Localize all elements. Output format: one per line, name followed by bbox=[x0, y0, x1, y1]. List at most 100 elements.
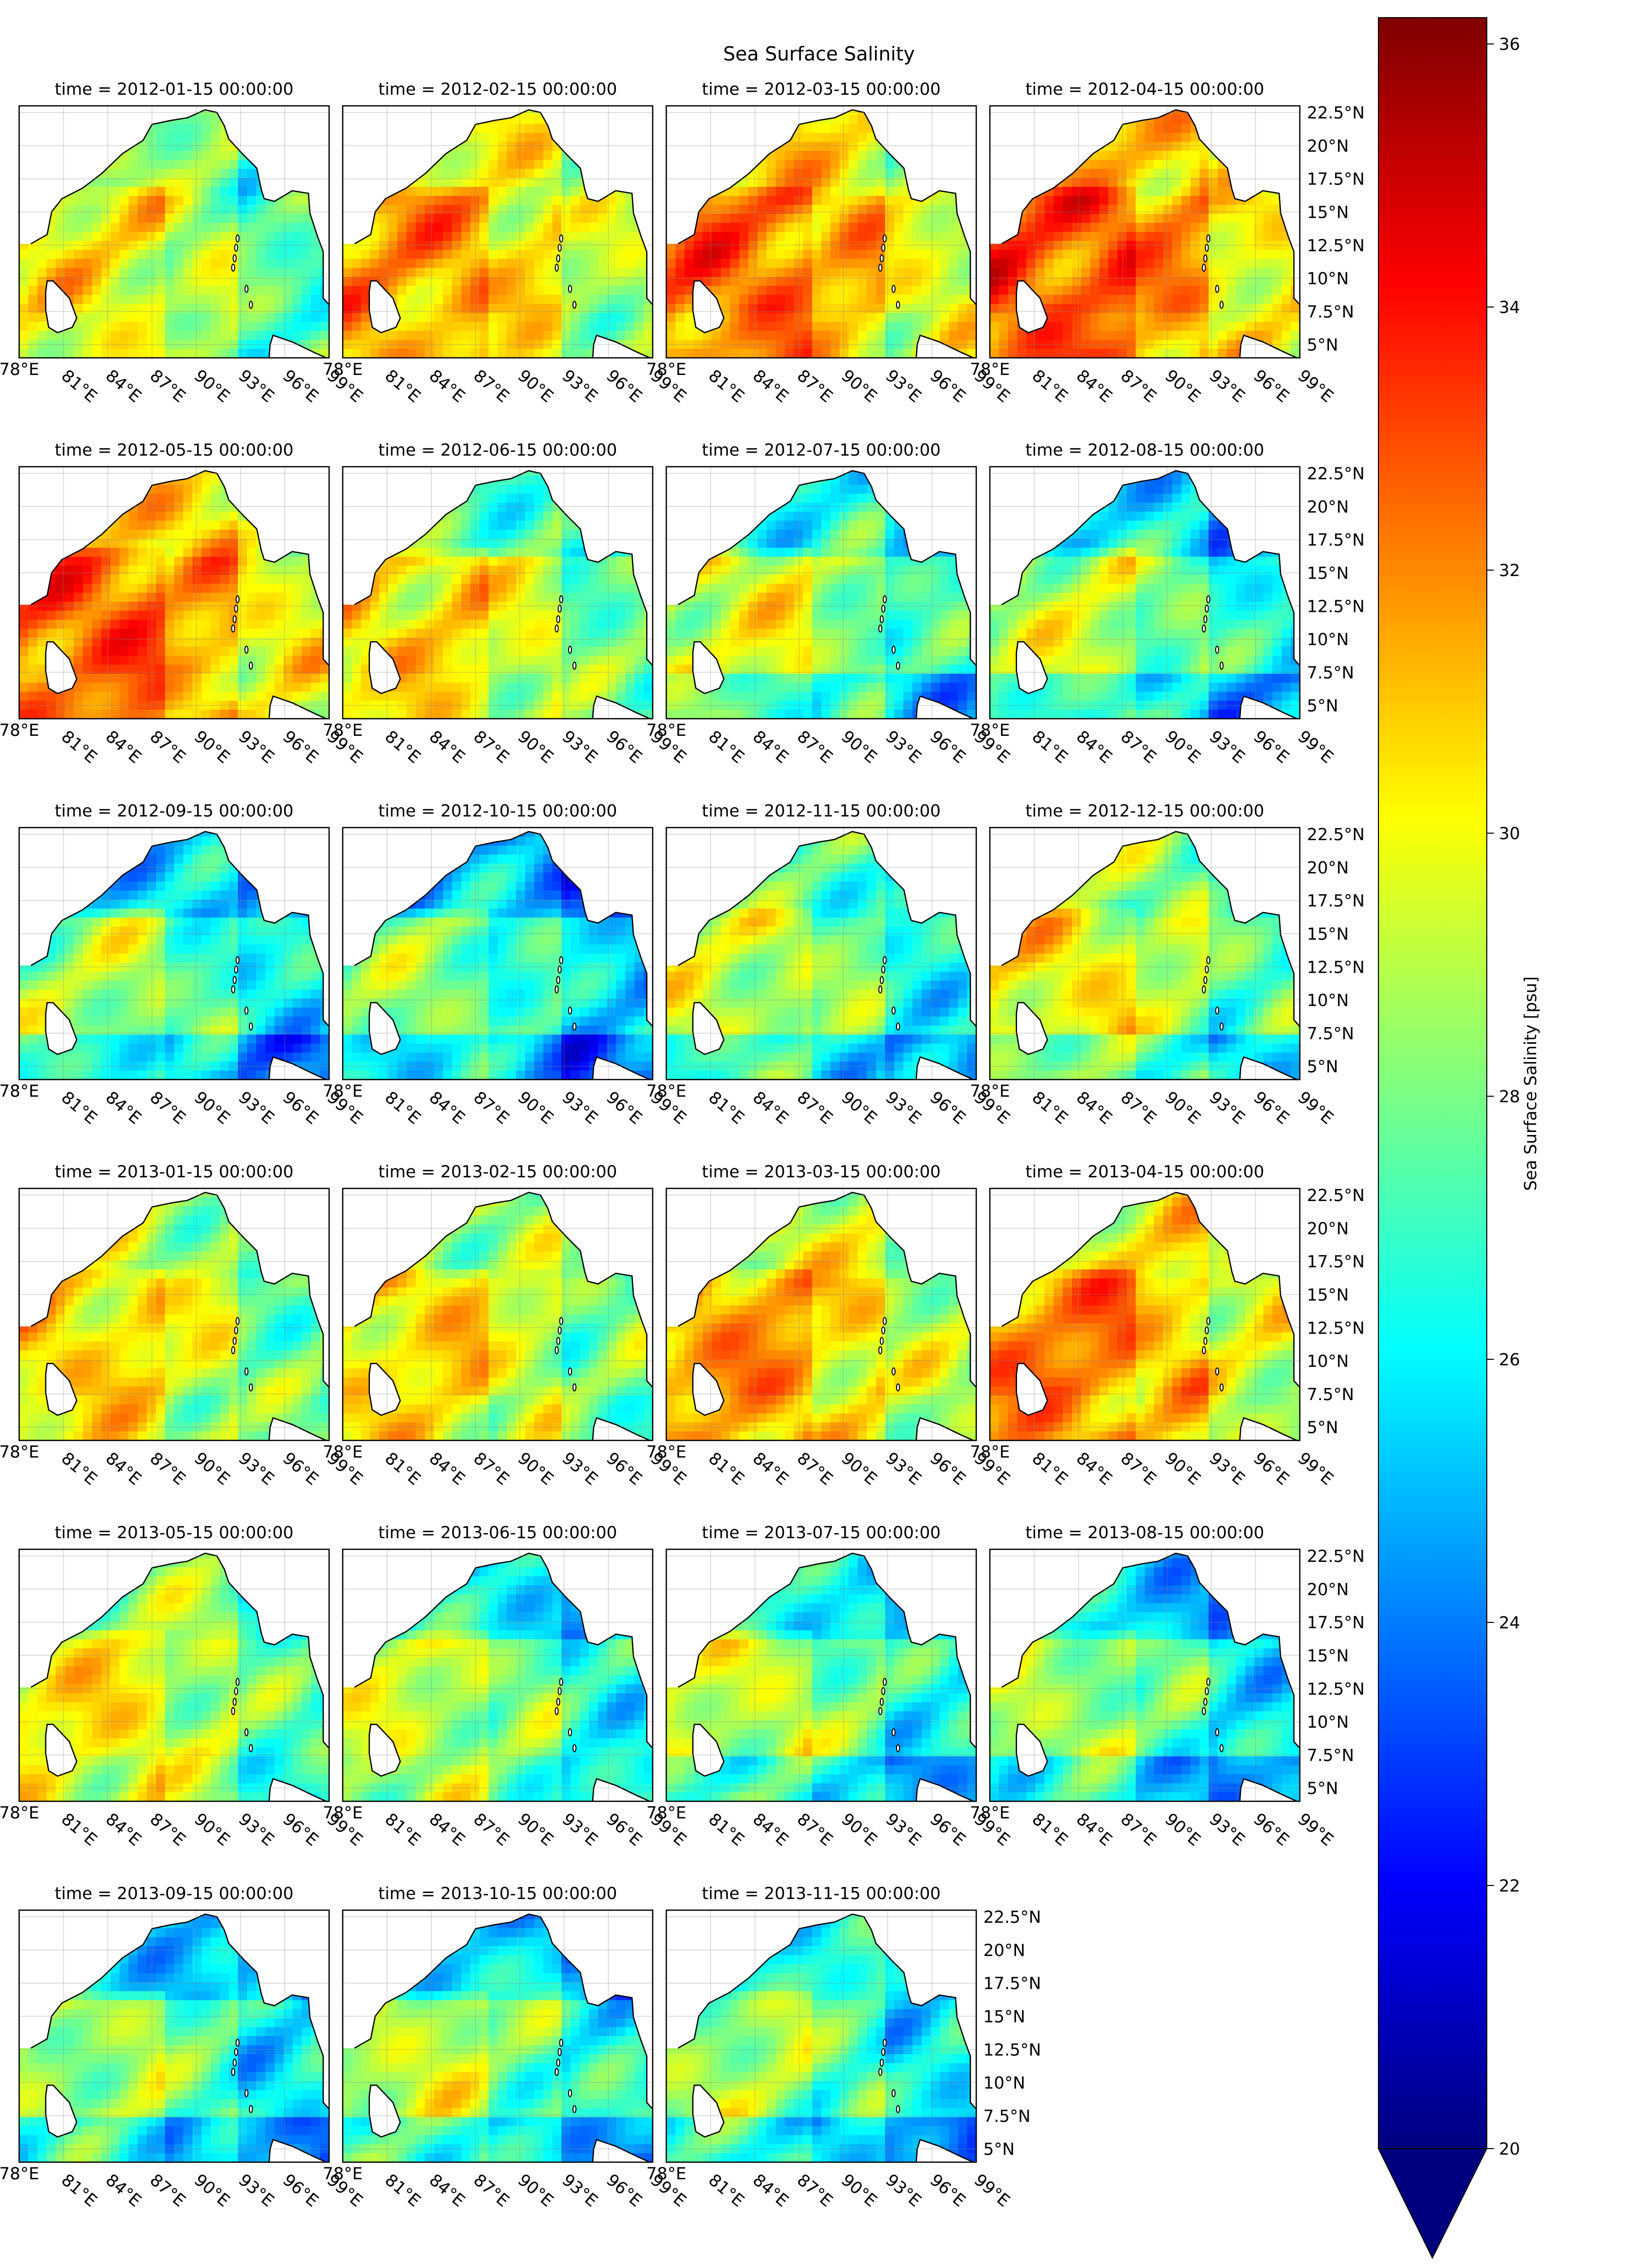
salinity-cell bbox=[776, 186, 785, 197]
salinity-cell bbox=[848, 322, 858, 332]
salinity-cell bbox=[343, 295, 352, 304]
salinity-cell bbox=[219, 268, 229, 277]
salinity-cell bbox=[174, 619, 184, 629]
salinity-cell bbox=[803, 340, 812, 349]
salinity-cell bbox=[543, 196, 553, 206]
salinity-cell bbox=[507, 249, 517, 260]
salinity-cell bbox=[28, 303, 38, 313]
salinity-cell bbox=[1099, 151, 1109, 160]
salinity-cell bbox=[247, 340, 257, 349]
salinity-cell bbox=[1272, 249, 1282, 260]
salinity-cell bbox=[1126, 303, 1136, 313]
salinity-cell bbox=[147, 647, 156, 656]
salinity-cell bbox=[721, 277, 731, 286]
salinity-cell bbox=[730, 331, 740, 340]
salinity-cell bbox=[1272, 205, 1282, 214]
salinity-cell bbox=[229, 638, 238, 647]
salinity-cell bbox=[1227, 214, 1236, 223]
salinity-cell bbox=[949, 322, 959, 332]
salinity-cell bbox=[857, 169, 867, 178]
salinity-cell bbox=[712, 331, 722, 340]
salinity-cell bbox=[101, 232, 111, 241]
salinity-cell bbox=[894, 259, 904, 269]
salinity-cell bbox=[912, 249, 922, 260]
salinity-cell bbox=[794, 169, 803, 178]
salinity-cell bbox=[794, 133, 803, 143]
salinity-cell bbox=[201, 151, 211, 160]
salinity-cell bbox=[424, 322, 434, 332]
salinity-cell bbox=[229, 169, 238, 178]
salinity-cell bbox=[516, 196, 526, 206]
salinity-cell bbox=[552, 205, 562, 214]
salinity-cell bbox=[625, 214, 635, 223]
salinity-cell bbox=[301, 277, 311, 286]
salinity-cell bbox=[785, 259, 794, 269]
salinity-cell bbox=[301, 295, 311, 304]
salinity-cell bbox=[812, 169, 822, 178]
salinity-cell bbox=[1136, 240, 1146, 250]
salinity-cell bbox=[1254, 295, 1264, 304]
salinity-cell bbox=[192, 584, 202, 593]
salinity-cell bbox=[283, 303, 293, 313]
salinity-cell bbox=[147, 610, 156, 620]
salinity-cell bbox=[247, 214, 257, 223]
island bbox=[235, 595, 240, 604]
salinity-cell bbox=[571, 205, 580, 214]
salinity-cell bbox=[785, 340, 794, 349]
salinity-cell bbox=[46, 340, 56, 349]
salinity-cell bbox=[165, 133, 175, 143]
salinity-cell bbox=[1154, 322, 1164, 332]
salinity-cell bbox=[1117, 259, 1127, 269]
sumatra bbox=[915, 334, 975, 358]
salinity-cell bbox=[301, 340, 311, 349]
salinity-cell bbox=[876, 214, 886, 223]
salinity-cell bbox=[1145, 331, 1155, 340]
salinity-cell bbox=[83, 331, 93, 340]
salinity-cell bbox=[256, 340, 266, 349]
salinity-cell bbox=[525, 114, 535, 124]
salinity-cell bbox=[83, 710, 93, 719]
salinity-cell bbox=[283, 610, 293, 620]
salinity-cell bbox=[1190, 186, 1200, 197]
salinity-cell bbox=[757, 186, 767, 197]
salinity-cell bbox=[1072, 331, 1082, 340]
salinity-cell bbox=[666, 331, 676, 340]
salinity-cell bbox=[443, 214, 453, 223]
salinity-cell bbox=[46, 268, 56, 277]
salinity-cell bbox=[525, 142, 535, 151]
salinity-cell bbox=[839, 169, 849, 178]
salinity-cell bbox=[571, 340, 580, 349]
salinity-cell bbox=[1126, 232, 1136, 241]
salinity-cell bbox=[101, 259, 111, 269]
salinity-cell bbox=[219, 349, 229, 358]
salinity-cell bbox=[894, 277, 904, 286]
salinity-cell bbox=[1200, 186, 1209, 197]
salinity-cell bbox=[452, 312, 462, 323]
salinity-cell bbox=[525, 160, 535, 169]
salinity-cell bbox=[183, 647, 193, 656]
salinity-cell bbox=[958, 249, 968, 260]
salinity-cell bbox=[129, 259, 138, 269]
salinity-cell bbox=[767, 259, 776, 269]
salinity-cell bbox=[1218, 214, 1227, 223]
salinity-cell bbox=[320, 322, 329, 332]
salinity-cell bbox=[138, 565, 147, 575]
salinity-cell bbox=[406, 196, 416, 206]
salinity-cell bbox=[571, 268, 580, 277]
salinity-cell bbox=[192, 340, 202, 349]
salinity-cell bbox=[83, 628, 93, 638]
salinity-cell bbox=[990, 349, 999, 358]
salinity-cell bbox=[1163, 142, 1173, 151]
salinity-cell bbox=[129, 160, 138, 169]
salinity-cell bbox=[757, 268, 767, 277]
sumatra bbox=[592, 334, 652, 358]
salinity-cell bbox=[65, 240, 75, 250]
salinity-cell bbox=[857, 295, 867, 304]
salinity-cell bbox=[119, 647, 129, 656]
salinity-cell bbox=[479, 268, 489, 277]
salinity-cell bbox=[1081, 277, 1091, 286]
salinity-cell bbox=[433, 205, 444, 214]
salinity-cell bbox=[885, 214, 895, 223]
salinity-cell bbox=[1108, 295, 1118, 304]
